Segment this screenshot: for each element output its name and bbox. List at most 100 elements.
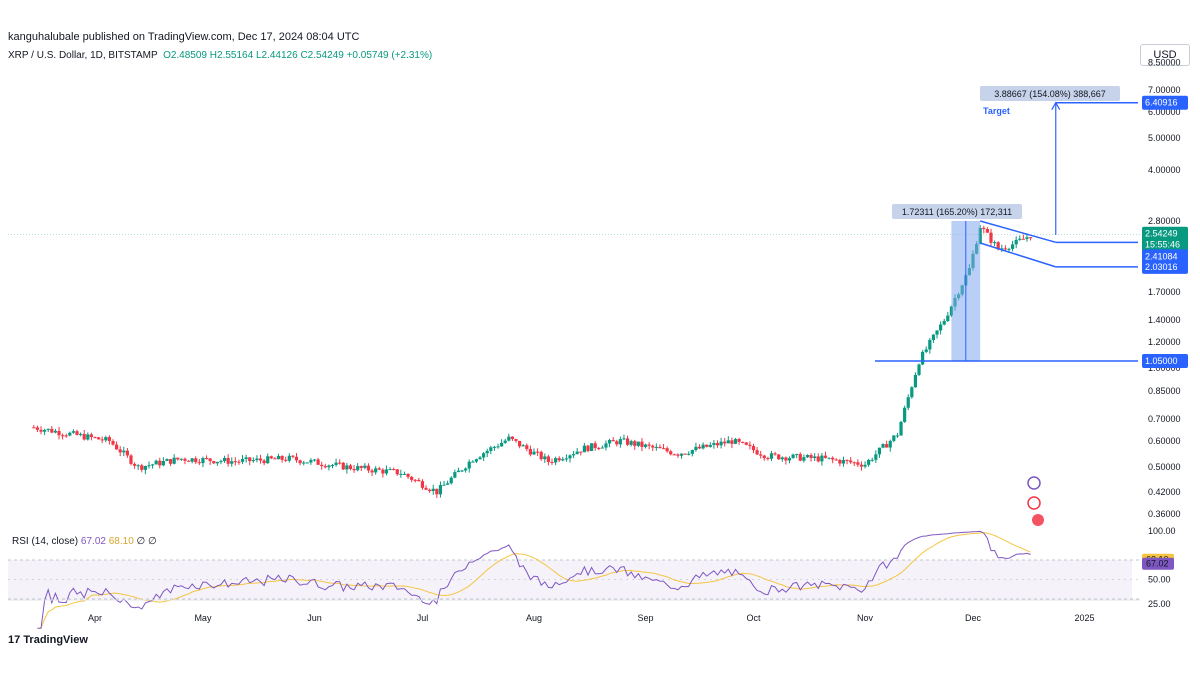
candle-body [867, 459, 871, 465]
price-tick-label: 1.20000 [1148, 337, 1181, 347]
candle-body [356, 466, 360, 471]
candle-body [154, 460, 158, 465]
time-tick-label: 2025 [1075, 613, 1095, 623]
candle-body [751, 446, 756, 451]
candle-body [478, 457, 482, 460]
candle-body [863, 464, 867, 467]
candle-body [161, 460, 165, 466]
candle-body [230, 461, 234, 464]
candle-body [935, 330, 939, 335]
candle-body [435, 488, 439, 495]
candle-body [992, 242, 997, 244]
time-tick-label: Jul [417, 613, 429, 623]
candle-body [784, 457, 788, 461]
price-tick-label: 6.00000 [1148, 107, 1181, 117]
candle-body [186, 460, 191, 462]
candle-body [676, 454, 680, 456]
candle-body [395, 469, 399, 475]
candle-body [651, 445, 655, 448]
target-price-badge-box [1142, 95, 1188, 110]
candle-body [284, 459, 288, 461]
candle-body [111, 440, 115, 445]
candle-body [255, 458, 259, 461]
candle-body [795, 454, 799, 456]
symbol-name[interactable]: XRP / U.S. Dollar, 1D, BITSTAMP [8, 50, 158, 61]
candle-body [61, 435, 65, 437]
price-tick-label: 0.36000 [1148, 509, 1181, 519]
candle-body [482, 453, 486, 458]
candle-body [158, 460, 162, 466]
candle-body [201, 458, 205, 464]
candle-body [262, 460, 266, 464]
high-value: H2.55164 [209, 50, 254, 61]
target-measure-label: 3.88667 (154.08%) 388,667 [994, 89, 1106, 99]
candle-body [669, 451, 673, 455]
candle-body [924, 349, 928, 352]
flag-icon [1032, 514, 1044, 526]
candle-body [571, 454, 576, 456]
candle-body [903, 407, 907, 422]
candle-body [359, 466, 363, 468]
range-measure-label-box [892, 204, 1022, 219]
candle-body [330, 464, 335, 466]
candle-body [564, 458, 568, 460]
candle-body [683, 453, 687, 455]
candle-body [874, 454, 878, 460]
candle-body [895, 435, 900, 437]
candle-body [618, 439, 622, 445]
lower-price-badge-box [1142, 259, 1188, 274]
candle-body [266, 456, 270, 464]
target-measure-label-box [980, 86, 1120, 101]
candle-body [46, 428, 50, 430]
candle-body [384, 469, 389, 474]
candle-body [172, 457, 176, 464]
candle-body [715, 443, 720, 446]
candle-body [1000, 248, 1004, 250]
candle-body [514, 439, 518, 441]
time-tick-label: Sep [638, 613, 654, 623]
candle-body [518, 440, 522, 447]
candle-body [1014, 239, 1018, 245]
candle-body [928, 339, 932, 350]
candle-body [755, 450, 759, 455]
candle-body [773, 453, 777, 455]
candle-body [276, 455, 281, 460]
candle-body [719, 441, 723, 446]
countdown-badge: 15:55:46 [1145, 240, 1180, 250]
rsi-title[interactable]: RSI (14, close) [12, 536, 79, 547]
candle-body [643, 444, 648, 447]
candle-body [89, 434, 94, 438]
symbol-ohlc-line: XRP / U.S. Dollar, 1D, BITSTAMP O2.48509… [8, 50, 432, 61]
candle-body [798, 454, 802, 461]
side-icons[interactable] [1027, 476, 1044, 526]
candle-body [543, 456, 547, 460]
candle-body [147, 465, 151, 467]
candle-body [392, 469, 396, 471]
candle-body [143, 466, 147, 470]
candle-body [777, 454, 781, 460]
candle-body [140, 465, 144, 470]
candle-body [1003, 248, 1007, 250]
target-label: Target [983, 106, 1010, 116]
candle-body [320, 464, 324, 467]
rsi-settings-icon[interactable]: ∅ ∅ [136, 536, 157, 547]
candle-body [888, 440, 892, 448]
candle-body [625, 438, 630, 445]
candle-body [79, 433, 83, 435]
candle-body [690, 449, 694, 454]
candle-body [449, 477, 453, 484]
candle-body [474, 459, 479, 462]
time-tick-label: Nov [857, 613, 874, 623]
candle-body [226, 457, 230, 464]
candle-body [82, 433, 86, 440]
currency-selector[interactable]: USD [1140, 44, 1190, 66]
last-price-badge-box [1142, 226, 1188, 241]
candle-body [222, 457, 227, 462]
candle-body [575, 451, 579, 455]
candle-body [302, 462, 306, 464]
candle-body [881, 444, 885, 448]
breakout-price-badge-box [1142, 249, 1188, 264]
candle-body [71, 431, 76, 433]
